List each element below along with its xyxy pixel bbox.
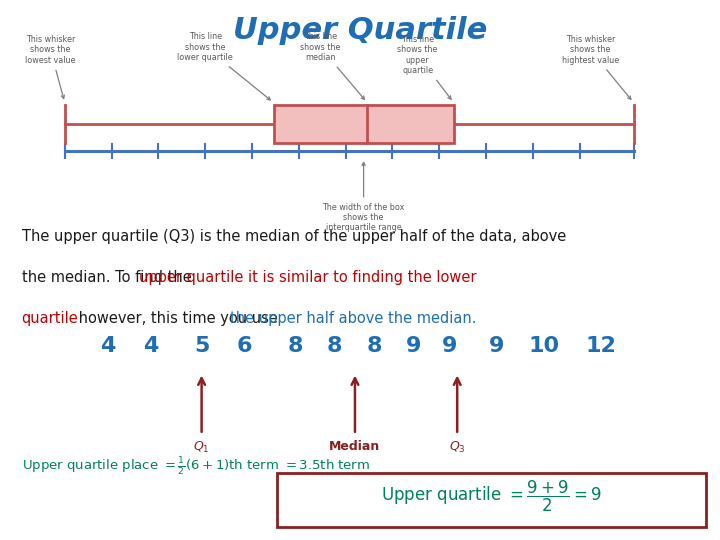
Text: 9: 9 bbox=[489, 335, 505, 356]
Text: 5: 5 bbox=[194, 335, 210, 356]
Text: This line
shows the
median: This line shows the median bbox=[300, 32, 364, 99]
Text: 4: 4 bbox=[100, 335, 116, 356]
Text: $Q_3$: $Q_3$ bbox=[449, 440, 466, 455]
Text: however, this time you use: however, this time you use bbox=[74, 310, 283, 326]
Text: This line
shows the
upper
quartile: This line shows the upper quartile bbox=[397, 35, 451, 99]
Text: quartile: quartile bbox=[22, 310, 78, 326]
Bar bbox=[274, 105, 454, 143]
Text: Median: Median bbox=[329, 440, 381, 453]
Text: 8: 8 bbox=[287, 335, 303, 356]
Bar bbox=[277, 472, 706, 526]
Text: 12: 12 bbox=[586, 335, 616, 356]
Text: 9: 9 bbox=[442, 335, 458, 356]
Text: This whisker
shows the
hightest value: This whisker shows the hightest value bbox=[562, 35, 631, 99]
Text: upper quartile it is similar to finding the lower: upper quartile it is similar to finding … bbox=[139, 270, 477, 285]
Text: the upper half above the median.: the upper half above the median. bbox=[230, 310, 476, 326]
Text: Upper quartile place $= \frac{1}{2}(6 + 1)$th term $= 3.5$th term: Upper quartile place $= \frac{1}{2}(6 + … bbox=[22, 456, 370, 478]
Text: The upper quartile (Q3) is the median of the upper half of the data, above: The upper quartile (Q3) is the median of… bbox=[22, 230, 566, 245]
Text: 4: 4 bbox=[143, 335, 159, 356]
Text: 10: 10 bbox=[528, 335, 559, 356]
Text: 8: 8 bbox=[366, 335, 382, 356]
Text: Upper Quartile: Upper Quartile bbox=[233, 16, 487, 45]
Text: Upper quartile $= \dfrac{9+9}{2} = 9$: Upper quartile $= \dfrac{9+9}{2} = 9$ bbox=[381, 479, 602, 515]
Text: 6: 6 bbox=[237, 335, 253, 356]
Text: This line
shows the
lower quartile: This line shows the lower quartile bbox=[177, 32, 270, 100]
Text: 8: 8 bbox=[327, 335, 343, 356]
Text: 9: 9 bbox=[406, 335, 422, 356]
Text: the median. To find the: the median. To find the bbox=[22, 270, 196, 285]
Text: The width of the box
shows the
interquartile range: The width of the box shows the interquar… bbox=[323, 163, 405, 232]
Text: $Q_1$: $Q_1$ bbox=[193, 440, 210, 455]
Text: This whisker
shows the
lowest value: This whisker shows the lowest value bbox=[25, 35, 76, 99]
